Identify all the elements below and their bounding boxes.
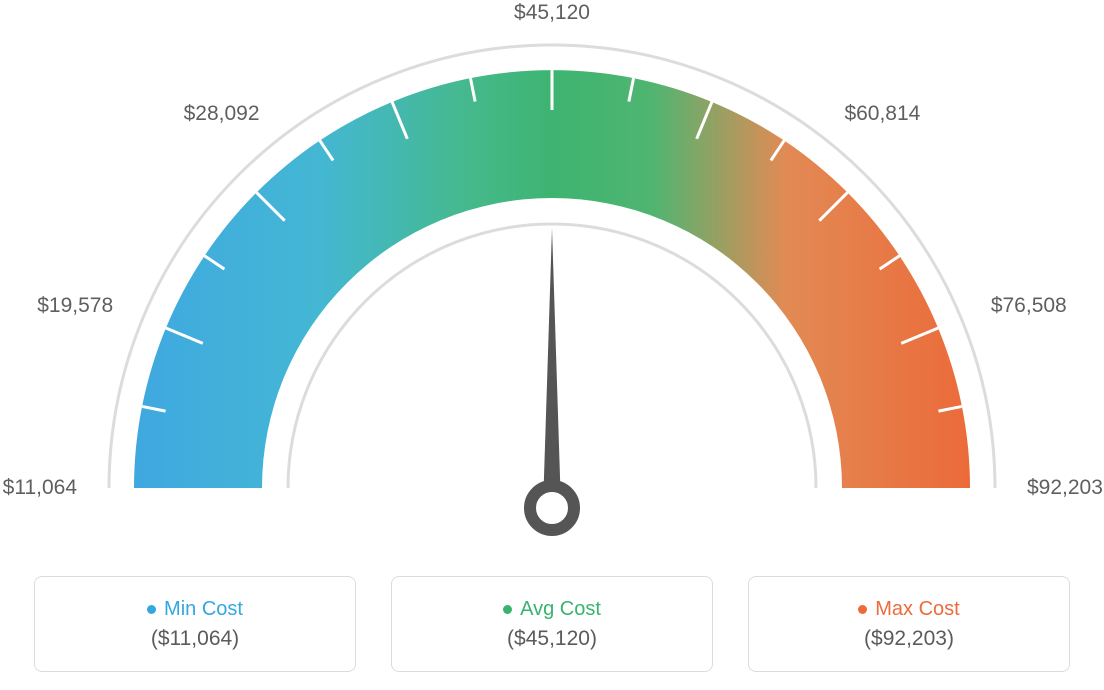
legend-title-text: Min Cost	[164, 598, 243, 621]
gauge-svg	[0, 0, 1104, 560]
gauge-scale-label: $11,064	[0, 476, 77, 500]
legend-title-avg: Avg Cost	[503, 598, 601, 621]
gauge-scale-label: $45,120	[507, 1, 597, 25]
legend-title-text: Avg Cost	[520, 598, 601, 621]
dot-icon	[858, 605, 867, 614]
legend-card-avg: Avg Cost ($45,120)	[391, 576, 713, 672]
legend-card-max: Max Cost ($92,203)	[748, 576, 1070, 672]
gauge-scale-label: $76,508	[991, 294, 1081, 318]
dot-icon	[147, 605, 156, 614]
gauge-area: $11,064 $19,578 $28,092 $45,120 $60,814 $76,5…	[0, 0, 1104, 560]
gauge-needle	[543, 228, 561, 508]
gauge-scale-label: $92,203	[1027, 476, 1104, 500]
legend-title-text: Max Cost	[875, 598, 959, 621]
legend-value-min: ($11,064)	[151, 627, 239, 651]
gauge-needle-hub	[530, 486, 574, 530]
legend-card-min: Min Cost ($11,064)	[34, 576, 356, 672]
dot-icon	[503, 605, 512, 614]
legend-value-max: ($92,203)	[864, 627, 954, 651]
legend-title-min: Min Cost	[147, 598, 243, 621]
gauge-scale-label: $19,578	[23, 294, 113, 318]
cost-gauge-chart: $11,064 $19,578 $28,092 $45,120 $60,814 $76,5…	[0, 0, 1104, 690]
gauge-scale-label: $60,814	[844, 102, 934, 126]
legend-title-max: Max Cost	[858, 598, 959, 621]
legend-value-avg: ($45,120)	[507, 627, 597, 651]
legend-row: Min Cost ($11,064) Avg Cost ($45,120) Ma…	[0, 576, 1104, 672]
gauge-scale-label: $28,092	[170, 102, 260, 126]
